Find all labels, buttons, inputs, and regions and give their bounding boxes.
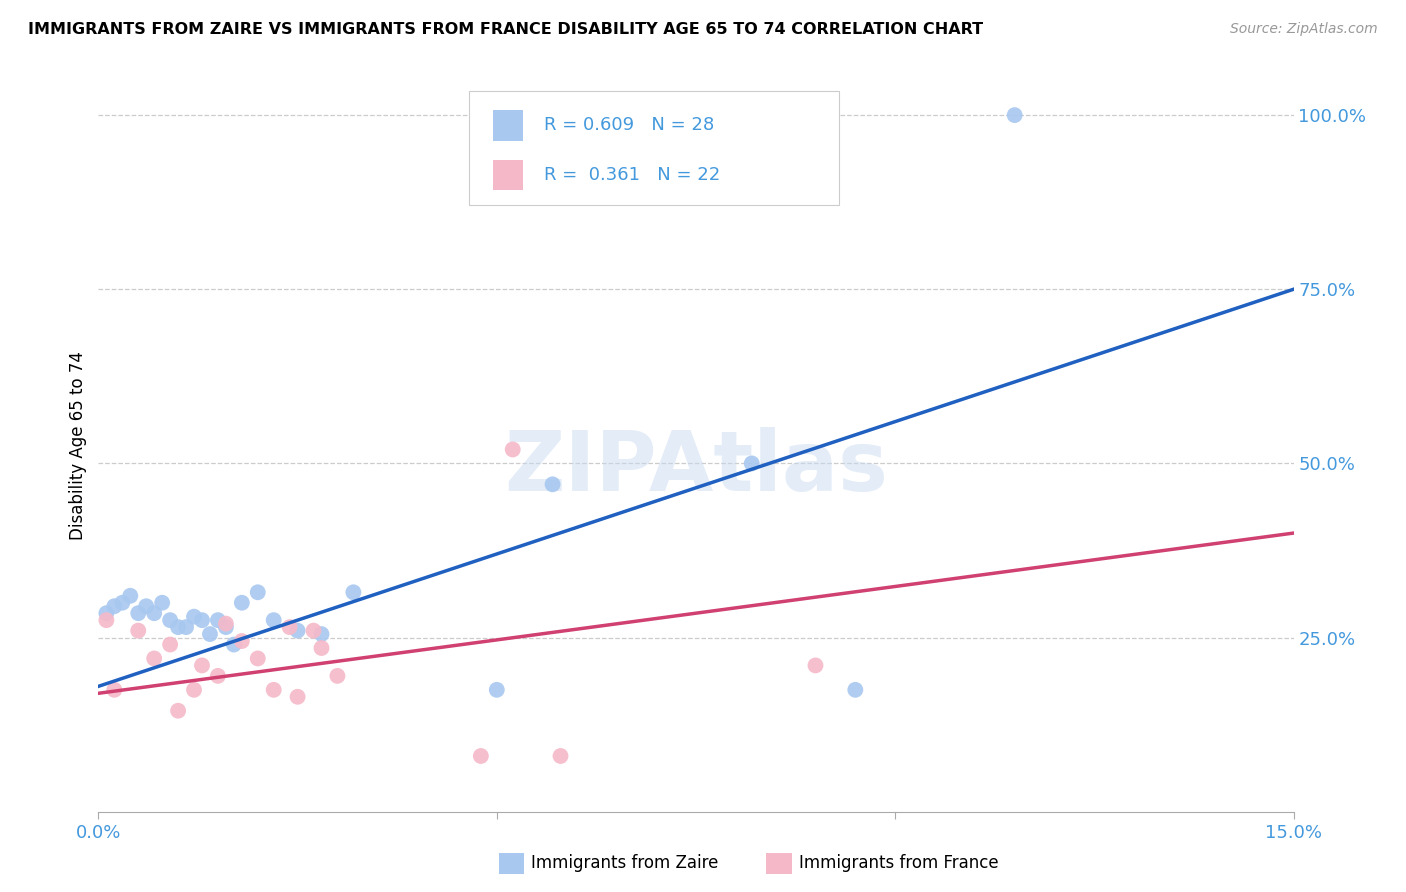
- Point: [159, 613, 181, 627]
- Point: [127, 624, 149, 638]
- Point: [183, 609, 205, 624]
- Point: [103, 682, 125, 697]
- Point: [278, 620, 301, 634]
- Point: [231, 596, 253, 610]
- Point: [302, 624, 325, 638]
- Point: [207, 613, 229, 627]
- Point: [311, 640, 333, 655]
- Point: [502, 442, 524, 457]
- Point: [103, 599, 125, 614]
- Point: [741, 457, 763, 471]
- Text: R = 0.609   N = 28: R = 0.609 N = 28: [544, 116, 714, 134]
- FancyBboxPatch shape: [470, 91, 839, 204]
- Point: [150, 596, 173, 610]
- Point: [159, 638, 181, 652]
- Point: [470, 749, 492, 764]
- Point: [174, 620, 197, 634]
- Point: [183, 682, 205, 697]
- Text: R =  0.361   N = 22: R = 0.361 N = 22: [544, 166, 720, 184]
- Point: [311, 627, 333, 641]
- Point: [246, 585, 269, 599]
- Text: Immigrants from France: Immigrants from France: [799, 855, 998, 872]
- Text: Immigrants from Zaire: Immigrants from Zaire: [531, 855, 718, 872]
- Point: [127, 606, 149, 620]
- Point: [167, 704, 190, 718]
- Point: [541, 477, 564, 491]
- Point: [263, 682, 285, 697]
- Y-axis label: Disability Age 65 to 74: Disability Age 65 to 74: [69, 351, 87, 541]
- Point: [326, 669, 349, 683]
- Text: ZIPAtlas: ZIPAtlas: [503, 427, 889, 508]
- Point: [804, 658, 827, 673]
- Point: [143, 651, 166, 665]
- Point: [207, 669, 229, 683]
- Point: [120, 589, 142, 603]
- Point: [215, 620, 238, 634]
- Point: [485, 682, 508, 697]
- Point: [143, 606, 166, 620]
- Text: IMMIGRANTS FROM ZAIRE VS IMMIGRANTS FROM FRANCE DISABILITY AGE 65 TO 74 CORRELAT: IMMIGRANTS FROM ZAIRE VS IMMIGRANTS FROM…: [28, 22, 983, 37]
- Point: [135, 599, 157, 614]
- Point: [287, 690, 309, 704]
- Point: [1004, 108, 1026, 122]
- FancyBboxPatch shape: [494, 110, 523, 141]
- Point: [222, 638, 245, 652]
- Point: [167, 620, 190, 634]
- Point: [111, 596, 134, 610]
- Point: [263, 613, 285, 627]
- Point: [550, 749, 572, 764]
- Point: [191, 658, 214, 673]
- Point: [191, 613, 214, 627]
- Point: [96, 606, 118, 620]
- Point: [246, 651, 269, 665]
- Text: Source: ZipAtlas.com: Source: ZipAtlas.com: [1230, 22, 1378, 37]
- Point: [198, 627, 221, 641]
- FancyBboxPatch shape: [494, 160, 523, 190]
- Point: [342, 585, 364, 599]
- Point: [96, 613, 118, 627]
- Point: [231, 634, 253, 648]
- Point: [215, 616, 238, 631]
- Point: [844, 682, 866, 697]
- Point: [287, 624, 309, 638]
